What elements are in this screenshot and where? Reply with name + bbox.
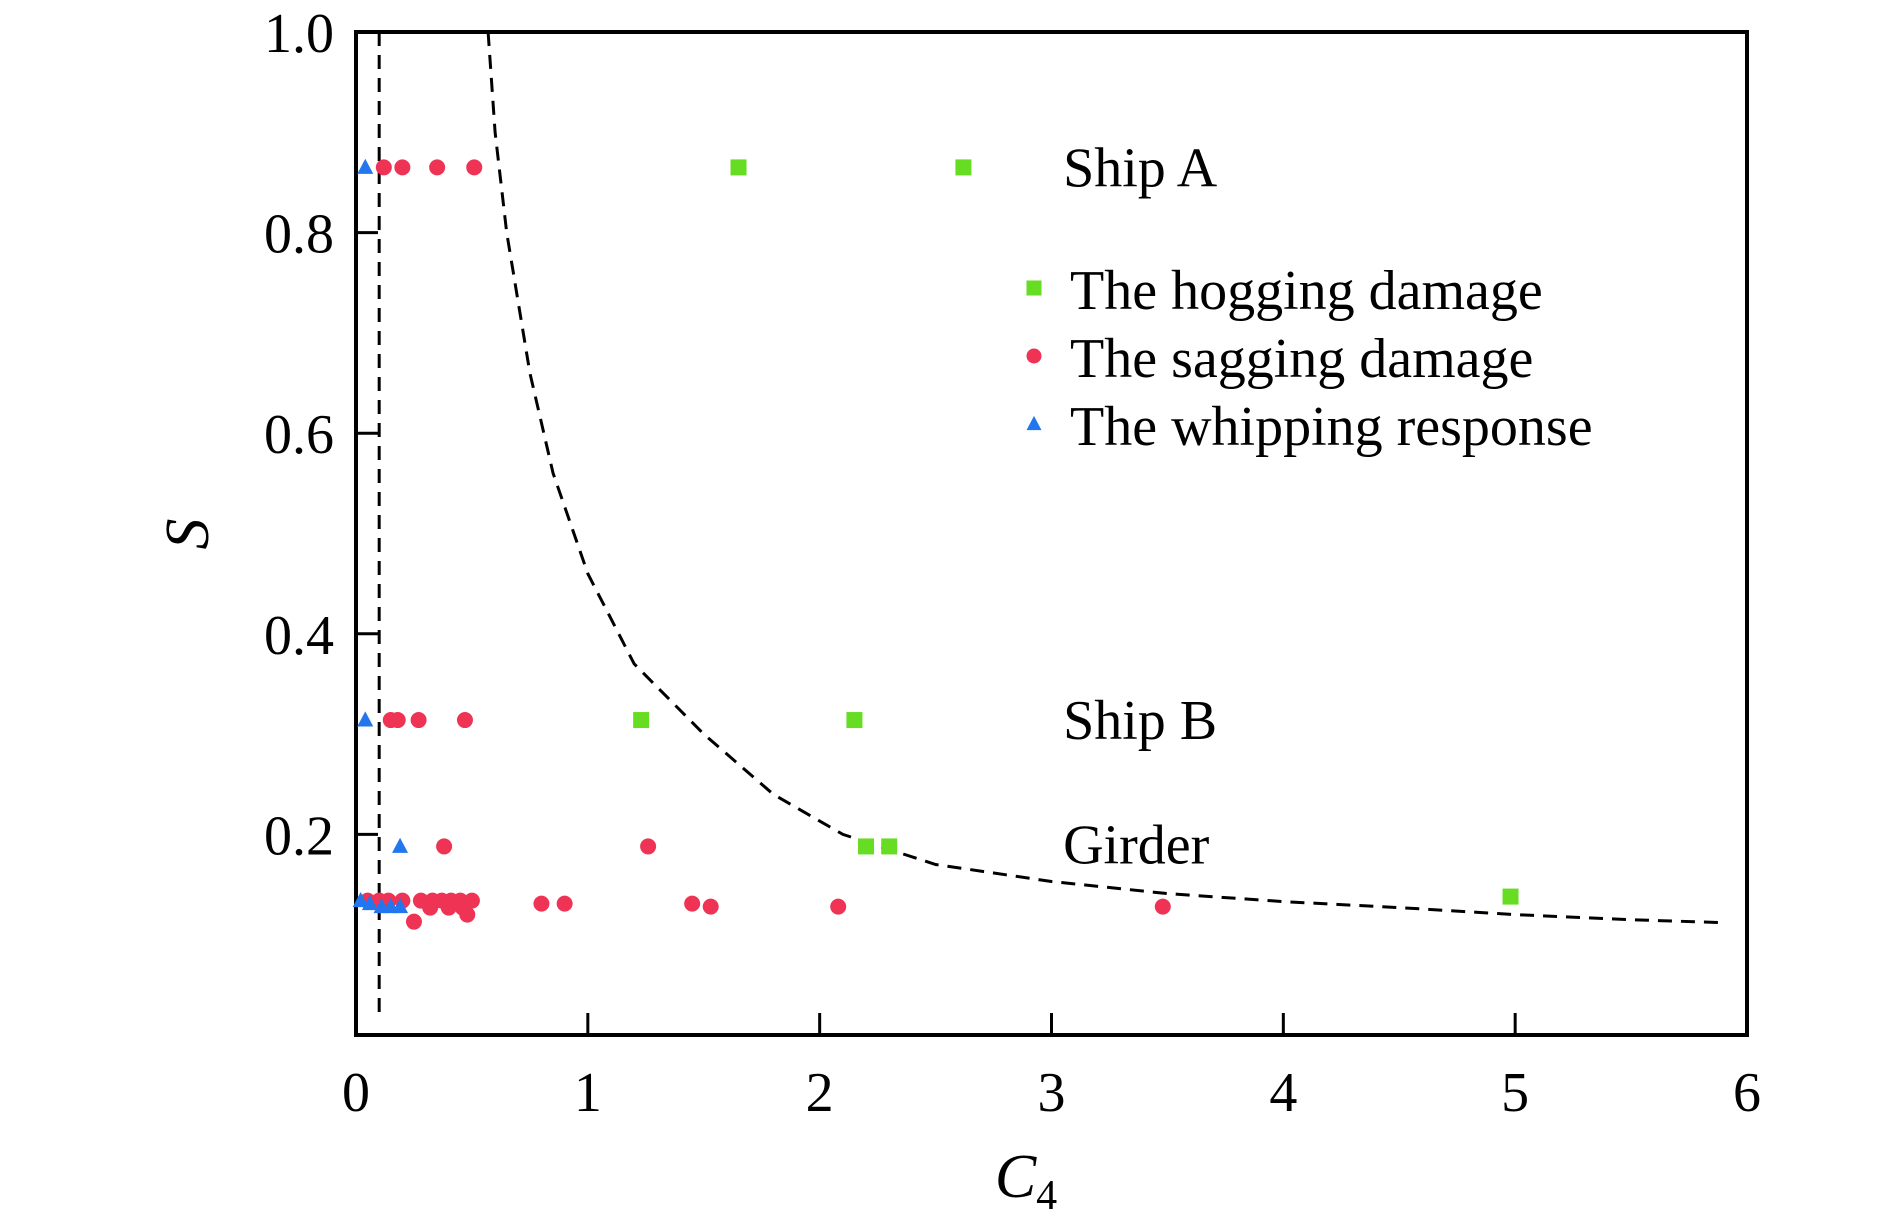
data-point: [533, 895, 550, 912]
data-point: [955, 159, 972, 176]
y-axis-ticks: 0.2 0.4 0.6 0.8 1.0: [264, 3, 378, 867]
x-axis-label-base: C: [995, 1143, 1037, 1211]
data-point: [405, 913, 422, 930]
x-axis-label: C4: [995, 1143, 1057, 1219]
data-point: [459, 906, 476, 923]
series-circle: [359, 159, 1171, 930]
dashed-boundary-curve: [486, 31, 1724, 925]
data-point: [410, 712, 427, 729]
y-tick-label: 0.2: [264, 805, 334, 867]
data-point: [440, 899, 457, 916]
data-point: [684, 895, 701, 912]
series-square: [633, 159, 1519, 905]
data-point: [640, 838, 657, 855]
x-axis-ticks: 0 1 2 3 4 5 6: [342, 1013, 1761, 1124]
data-point: [429, 159, 446, 176]
data-point: [858, 838, 875, 855]
plot-frame: [354, 30, 1749, 1037]
x-tick-label: 6: [1733, 1062, 1761, 1124]
annotation-label: Ship B: [1063, 690, 1217, 752]
data-point: [456, 712, 473, 729]
annotation-label: Ship A: [1063, 137, 1218, 199]
reference-lines: [377, 31, 1724, 1019]
data-point: [702, 898, 719, 915]
x-tick-label: 2: [806, 1062, 834, 1124]
data-point: [375, 159, 392, 176]
x-tick-label: 3: [1038, 1062, 1066, 1124]
data-point: [830, 898, 847, 915]
data-point: [730, 159, 747, 176]
data-point: [361, 894, 378, 911]
legend-marker: [1026, 415, 1042, 431]
data-point: [392, 837, 409, 853]
y-tick-label: 1.0: [264, 3, 334, 65]
annotations: Ship A Ship B Girder: [1063, 137, 1218, 876]
annotation-label: Girder: [1063, 814, 1210, 876]
legend-label: The sagging damage: [1070, 328, 1533, 390]
data-point: [357, 158, 374, 174]
y-tick-label: 0.8: [264, 204, 334, 266]
data-point: [436, 838, 453, 855]
data-point: [846, 712, 863, 729]
x-axis-label-subscript: 4: [1036, 1173, 1057, 1219]
data-point: [422, 899, 439, 916]
data-point: [466, 159, 483, 176]
data-point: [1154, 898, 1171, 915]
data-point: [394, 159, 411, 176]
x-tick-label: 1: [574, 1062, 602, 1124]
legend-label: The hogging damage: [1070, 260, 1543, 322]
data-point: [357, 711, 374, 727]
legend-marker: [1026, 348, 1042, 364]
data-point: [1502, 888, 1519, 905]
legend-label: The whipping response: [1070, 396, 1593, 458]
legend-marker: [1026, 280, 1042, 296]
data-point: [633, 712, 650, 729]
y-tick-label: 0.6: [264, 404, 334, 466]
data-point: [881, 838, 898, 855]
x-tick-label: 4: [1269, 1062, 1297, 1124]
x-tick-label: 5: [1501, 1062, 1529, 1124]
data-point: [352, 891, 369, 908]
series-triangle: [352, 158, 409, 914]
x-tick-label: 0: [342, 1062, 370, 1124]
data-points: [352, 158, 1519, 930]
y-axis-label: S: [154, 519, 222, 550]
data-point: [389, 712, 406, 729]
y-tick-label: 0.4: [264, 605, 334, 667]
data-point: [392, 897, 409, 914]
data-point: [556, 895, 573, 912]
